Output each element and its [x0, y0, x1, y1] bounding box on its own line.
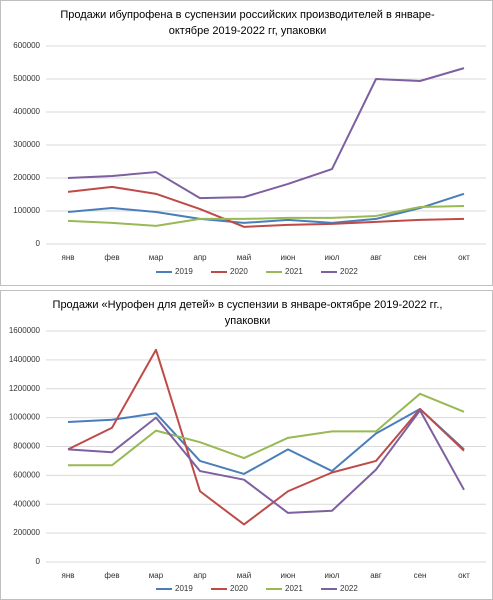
x-tick-label: июл [325, 571, 340, 580]
legend-label: 2019 [175, 584, 193, 593]
y-tick-label: 500000 [13, 74, 40, 83]
legend-label: 2019 [175, 267, 193, 276]
x-tick-label: май [237, 253, 251, 262]
x-tick-label: сен [414, 571, 427, 580]
x-tick-label: окт [458, 571, 470, 580]
series-line [67, 205, 465, 227]
series-line [67, 192, 465, 224]
y-tick-label: 1600000 [9, 326, 41, 335]
x-tick-label: май [237, 571, 251, 580]
x-tick-label: мар [149, 571, 164, 580]
x-tick-label: апр [193, 253, 207, 262]
x-tick-label: авг [370, 253, 382, 262]
series-line [68, 392, 465, 467]
x-tick-label: окт [458, 253, 470, 262]
series-line [67, 409, 465, 514]
y-tick-label: 1400000 [9, 355, 41, 364]
x-tick-label: сен [414, 253, 427, 262]
legend-label: 2020 [230, 584, 248, 593]
y-tick-label: 1000000 [9, 413, 41, 422]
x-tick-label: фев [104, 571, 119, 580]
y-tick-label: 100000 [13, 206, 40, 215]
chart-panel: Продажи «Нурофен для детей» в суспензии … [0, 290, 493, 600]
x-tick-label: мар [149, 253, 164, 262]
y-tick-label: 0 [36, 239, 41, 248]
series-line [67, 185, 465, 228]
x-tick-label: авг [370, 571, 382, 580]
chart-title: Продажи ибупрофена в суспензии российски… [60, 9, 435, 37]
y-tick-label: 300000 [13, 140, 40, 149]
y-tick-label: 200000 [13, 528, 40, 537]
legend-label: 2020 [230, 267, 248, 276]
series-line [67, 407, 465, 475]
x-tick-label: июл [325, 253, 340, 262]
y-tick-label: 1200000 [9, 384, 41, 393]
y-tick-label: 0 [36, 557, 41, 566]
legend-label: 2022 [340, 267, 358, 276]
chart-panel: Продажи ибупрофена в суспензии российски… [0, 0, 493, 286]
y-tick-label: 400000 [13, 107, 40, 116]
x-tick-label: фев [104, 253, 119, 262]
legend-label: 2022 [340, 584, 358, 593]
x-tick-label: апр [193, 571, 207, 580]
y-tick-label: 200000 [13, 173, 40, 182]
y-tick-label: 600000 [13, 41, 40, 50]
x-tick-label: июн [281, 253, 296, 262]
chart-title: Продажи «Нурофен для детей» в суспензии … [52, 299, 443, 327]
chart: 0 200000 400000 600000 800000 1000000 1200000 1… [9, 326, 486, 593]
legend-label: 2021 [285, 584, 303, 593]
y-tick-label: 800000 [13, 442, 40, 451]
y-tick-label: 600000 [13, 470, 40, 479]
chart: 0 100000 200000 300000 400000 500000 600000 янв… [13, 41, 486, 276]
x-tick-label: янв [62, 571, 75, 580]
x-tick-label: июн [281, 571, 296, 580]
y-tick-label: 400000 [13, 499, 40, 508]
legend-label: 2021 [285, 267, 303, 276]
series-line [67, 348, 465, 526]
series-line [67, 67, 465, 200]
x-tick-label: янв [62, 253, 75, 262]
